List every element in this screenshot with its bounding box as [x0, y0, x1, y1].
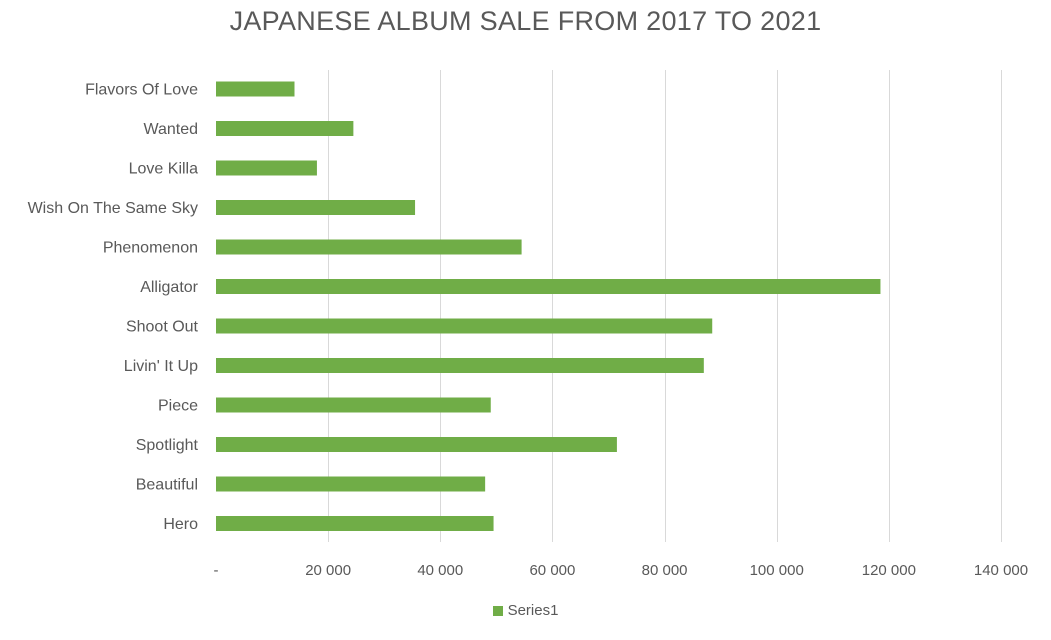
bars [216, 81, 881, 531]
category-label: Wish On The Same Sky [28, 200, 198, 217]
bar [216, 121, 354, 136]
category-label: Spotlight [136, 437, 199, 454]
x-tick-label: 20 000 [305, 562, 351, 579]
category-label: Flavors Of Love [85, 82, 198, 99]
category-label: Wanted [143, 121, 198, 138]
x-tick-label: 60 000 [529, 562, 575, 579]
legend-swatch [492, 605, 503, 616]
bar [216, 397, 491, 413]
legend: Series1 [0, 602, 1051, 619]
chart-title: JAPANESE ALBUM SALE FROM 2017 TO 2021 [229, 6, 822, 36]
category-label: Phenomenon [103, 240, 198, 257]
x-tick-label: 80 000 [642, 562, 688, 579]
category-label: Livin' It Up [124, 358, 198, 375]
bar [216, 239, 522, 255]
bar [216, 437, 617, 452]
category-label: Beautiful [136, 477, 198, 494]
category-label: Piece [158, 398, 198, 415]
x-tick-label: 40 000 [417, 562, 463, 579]
bar [216, 358, 704, 373]
gridlines [328, 70, 1002, 542]
bar [216, 200, 416, 215]
bar [216, 81, 295, 97]
x-tick-label: 140 000 [974, 562, 1028, 579]
category-labels: Hero Beautiful Spotlight Piece Livin' It Up S… [28, 82, 199, 534]
bar [216, 476, 486, 492]
x-tick-label: - [214, 562, 219, 579]
category-label: Hero [163, 516, 198, 533]
category-label: Alligator [140, 279, 198, 296]
category-label: Shoot Out [126, 319, 199, 336]
legend-label: Series1 [507, 602, 559, 619]
x-tick-label: 100 000 [750, 562, 804, 579]
bar [216, 279, 881, 294]
x-axis-tick-labels: - 20 000 40 000 60 000 80 000 100 000 120 000 1… [214, 562, 1029, 579]
category-label: Love Killa [129, 161, 198, 178]
x-tick-label: 120 000 [862, 562, 916, 579]
bar [216, 160, 317, 176]
bar [216, 516, 494, 531]
bar [216, 318, 713, 334]
